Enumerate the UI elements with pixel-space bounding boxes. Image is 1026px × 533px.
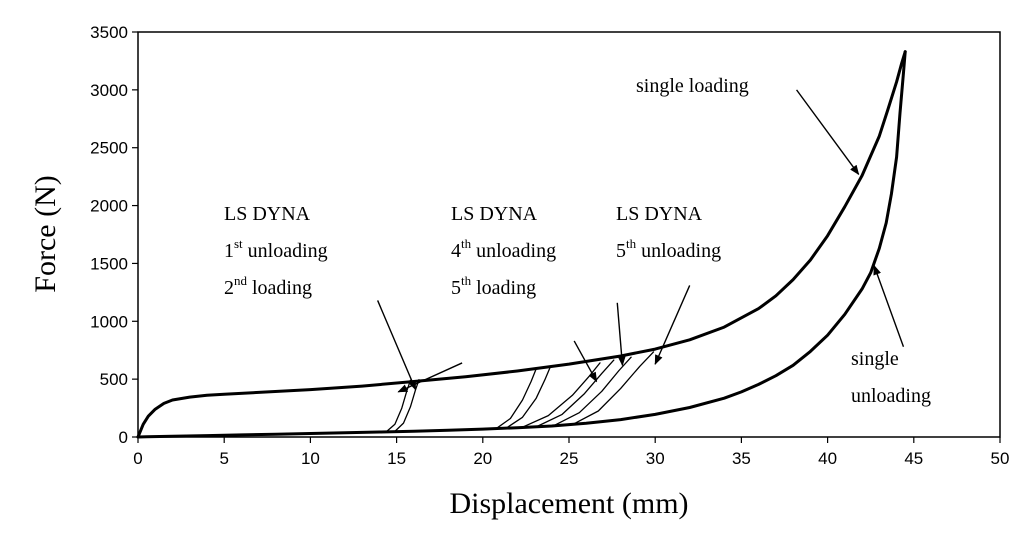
series-ls-dyna-cycle [394,379,420,433]
y-tick-label: 2000 [90,197,128,216]
annotation-text: LS DYNA [616,203,703,225]
annotation-arrow [654,285,691,366]
series-ls-dyna-cycle [573,351,655,425]
annotation-text: LS DYNA [451,203,538,225]
annotation-text: 2nd loading [224,273,312,299]
series-ls-dyna-cycle [521,362,601,428]
x-tick-label: 5 [219,449,228,468]
annotation-layer: single loading single unloading LS DYNA 1st … [224,75,931,407]
y-tick-label: 3500 [90,23,128,42]
series-ls-dyna-cycle [506,366,551,429]
annotation-arrow [397,362,463,393]
x-tick-label: 45 [904,449,923,468]
annotation-arrow [873,264,905,347]
x-axis-ticks: 0 5 10 15 20 25 30 35 40 45 50 [133,437,1009,468]
annotation-arrow [573,340,598,383]
y-axis-label: Force (N) [29,175,62,292]
plot-area-frame [137,31,1001,438]
x-tick-label: 35 [732,449,751,468]
x-tick-label: 50 [991,449,1010,468]
annotation-text: 1st unloading [224,236,328,262]
annotation-text: 4th unloading [451,236,556,262]
series-ls-dyna-cycle [537,359,615,427]
series-layer [136,50,907,439]
y-tick-label: 1500 [90,254,128,273]
x-tick-label: 40 [818,449,837,468]
annotation-arrow [376,300,417,391]
x-tick-label: 25 [560,449,579,468]
annotation-text: unloading [851,385,931,407]
y-tick-label: 3000 [90,81,128,100]
y-tick-label: 2500 [90,139,128,158]
annotation-text: single loading [636,75,749,97]
annotation-arrow [616,302,626,367]
annotation-text: single [851,348,899,370]
y-tick-label: 0 [119,428,128,447]
series-single-loading [136,50,907,439]
annotation-text: 5th unloading [616,236,721,262]
y-axis-ticks: 0 500 1000 1500 2000 2500 3000 3500 [90,23,138,447]
y-tick-label: 500 [100,370,128,389]
x-tick-label: 20 [473,449,492,468]
annotation-arrow [796,89,860,176]
annotation-text: LS DYNA [224,203,311,225]
annotation-text: 5th loading [451,273,536,299]
x-tick-label: 15 [387,449,406,468]
x-tick-label: 30 [646,449,665,468]
x-axis-label: Displacement (mm) [449,487,688,520]
series-single-unloading [136,50,907,439]
x-tick-label: 10 [301,449,320,468]
series-ls-dyna-cycle [495,368,537,429]
y-tick-label: 1000 [90,312,128,331]
x-tick-label: 0 [133,449,142,468]
series-ls-dyna-cycle [554,356,632,426]
